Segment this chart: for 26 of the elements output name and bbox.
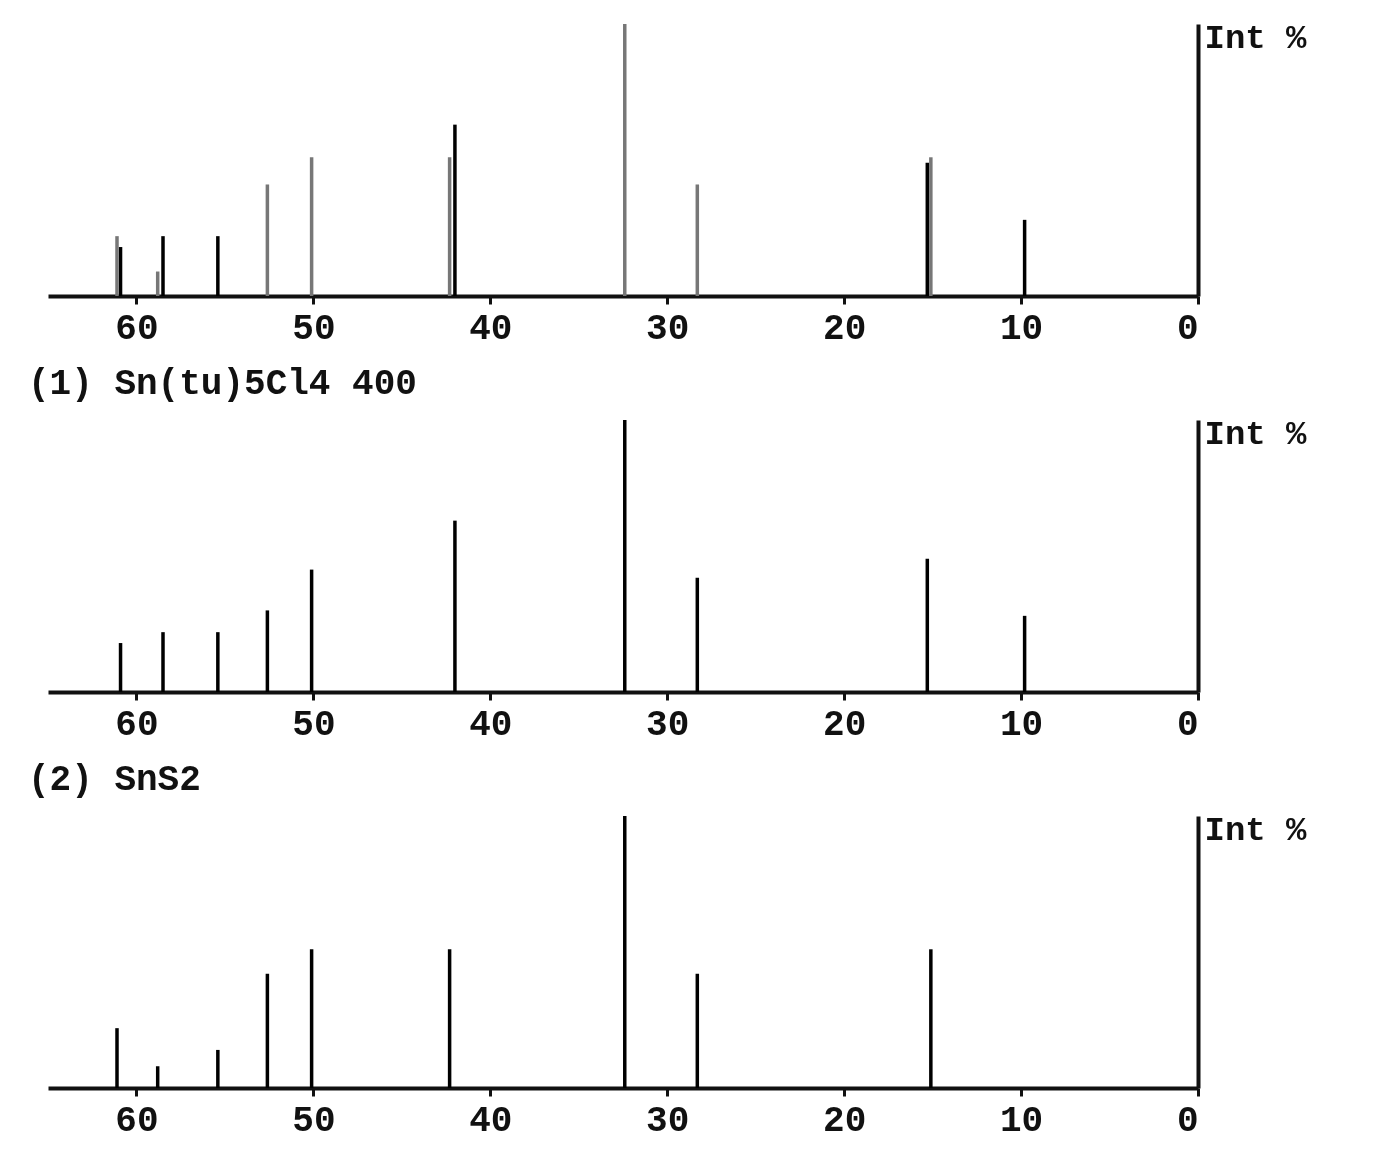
x-tick-label: 30	[646, 1100, 690, 1142]
x-tick-label: 50	[292, 704, 336, 746]
y-axis-title: Int %	[1204, 19, 1308, 58]
x-tick-label: 20	[823, 704, 867, 746]
y-axis-title: Int %	[1204, 811, 1308, 850]
x-tick-label: 60	[115, 308, 159, 350]
x-tick-label: 50	[292, 308, 336, 350]
x-tick-label: 40	[469, 308, 513, 350]
x-tick-label: 10	[999, 704, 1044, 746]
x-tick-label: 0	[1176, 704, 1199, 746]
x-tick-label: 10	[999, 308, 1044, 350]
x-tick-label: 60	[115, 1100, 159, 1142]
x-tick-label: 30	[646, 308, 690, 350]
x-tick-label: 20	[823, 1100, 867, 1142]
x-tick-label: 40	[469, 1100, 513, 1142]
chart-title: (1) Sn(tu)5Cl4 400	[28, 364, 417, 405]
x-tick-label: 20	[823, 308, 867, 350]
x-tick-label: 10	[999, 1100, 1044, 1142]
x-tick-label: 0	[1176, 1100, 1199, 1142]
x-tick-label: 60	[115, 704, 159, 746]
x-tick-label: 40	[469, 704, 513, 746]
x-tick-label: 30	[646, 704, 690, 746]
y-axis-title: Int %	[1204, 415, 1308, 454]
chart-title: (2) SnS2	[28, 760, 201, 801]
x-tick-label: 0	[1176, 308, 1199, 350]
x-tick-label: 50	[292, 1100, 336, 1142]
